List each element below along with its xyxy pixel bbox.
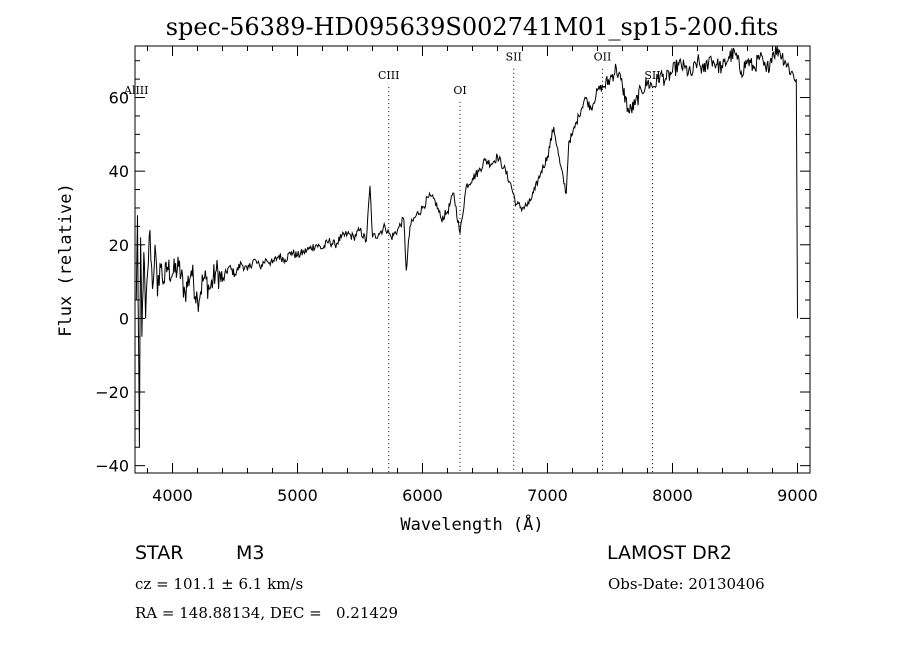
x-tick-label: 7000 — [527, 486, 568, 505]
y-tick-label: 40 — [109, 162, 129, 181]
plot-frame — [134, 45, 811, 474]
y-tick-label: 0 — [119, 309, 129, 328]
coordinates: RA = 148.88134, DEC = 0.21429 — [135, 604, 399, 622]
redshift-info: cz = 101.1 ± 6.1 km/s — [135, 575, 304, 593]
line-marker-label: CIII — [378, 69, 399, 82]
y-tick-label: −20 — [95, 383, 129, 402]
survey-name: LAMOST DR2 — [607, 542, 732, 564]
spectrum-line — [135, 45, 798, 448]
x-tick-label: 6000 — [402, 486, 443, 505]
y-axis-label: Flux (relative) — [56, 183, 76, 337]
y-tick-label: 20 — [109, 236, 129, 255]
chart-title: spec-56389-HD095639S002741M01_sp15-200.f… — [166, 13, 779, 41]
object-class: STAR — [135, 542, 184, 564]
x-tick-label: 9000 — [777, 486, 818, 505]
obs-date: Obs-Date: 20130406 — [608, 575, 765, 593]
x-tick-label: 8000 — [652, 486, 693, 505]
line-marker-label: OI — [453, 84, 466, 97]
line-marker-label: SII — [506, 51, 522, 64]
line-marker-label: AlIII — [123, 84, 149, 97]
x-axis-label: Wavelength (Å) — [400, 513, 543, 535]
y-tick-label: −40 — [95, 457, 129, 476]
line-marker-label: OII — [594, 51, 612, 64]
x-tick-label: 4000 — [152, 486, 193, 505]
y-tick-label: 60 — [109, 89, 129, 108]
object-subclass: M3 — [236, 542, 265, 564]
x-tick-label: 5000 — [277, 486, 318, 505]
